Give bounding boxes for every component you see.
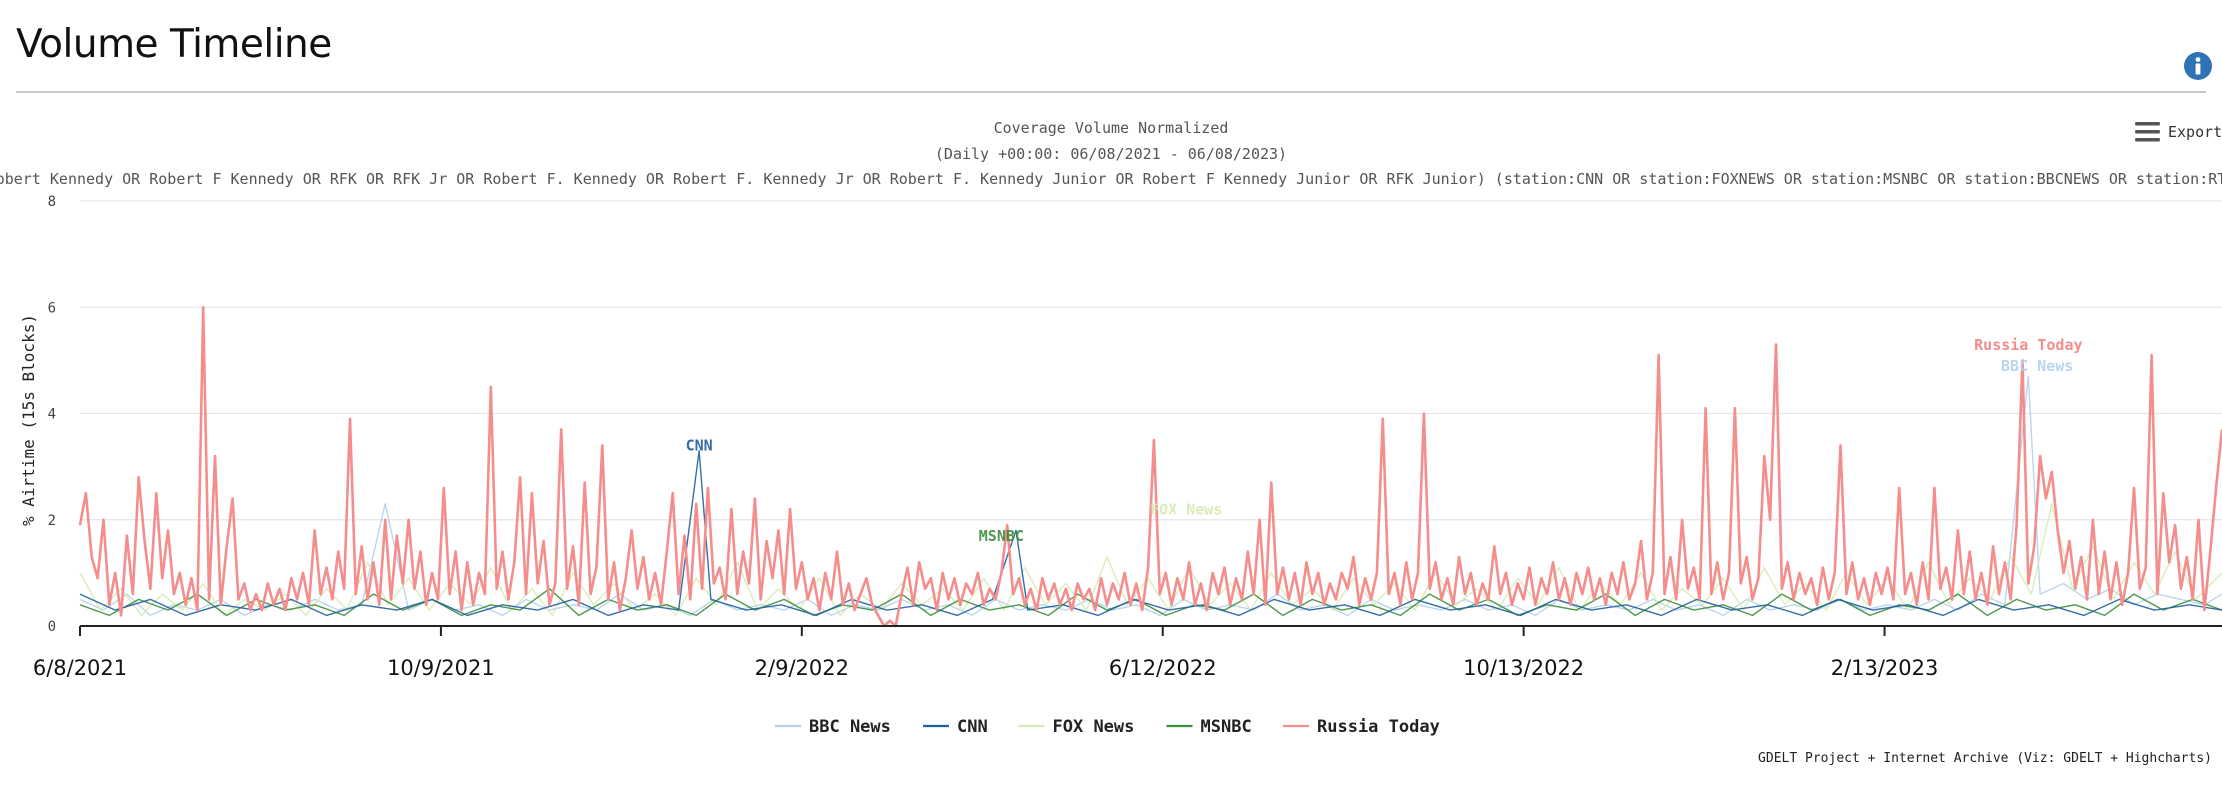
legend-label: MSNBC — [1201, 717, 1252, 737]
x-tick-label-1: 10/9/2021 — [387, 656, 495, 680]
y-tick-label-0: 0 — [48, 619, 56, 635]
legend-label: BBC News — [809, 717, 891, 737]
info-icon[interactable] — [2182, 50, 2214, 82]
grid-lines — [80, 200, 2222, 521]
series-label-bbc-news: BBC News — [2001, 357, 2073, 375]
legend-item-cnn[interactable]: CNN — [923, 717, 988, 737]
y-axis-ticks: 0 2 4 6 8 — [48, 194, 56, 635]
x-tick-label-5: 2/13/2023 — [1831, 656, 1939, 680]
x-tick-label-0: 6/8/2021 — [33, 656, 127, 680]
series-line-russia-today — [78, 306, 2222, 628]
series-lines — [78, 306, 2222, 628]
x-axis: 6/8/2021 10/9/2021 2/9/2022 6/12/2022 10/13/… — [33, 625, 2222, 680]
page-title: Volume Timeline — [16, 22, 332, 67]
title-divider — [16, 91, 2206, 93]
series-line-cnn — [79, 450, 2222, 617]
x-tick-label-4: 10/13/2022 — [1463, 656, 1584, 680]
legend-label: Russia Today — [1317, 717, 1440, 737]
y-tick-label-6: 6 — [48, 300, 56, 316]
legend-item-bbc-news[interactable]: BBC News — [775, 717, 891, 737]
legend-item-msnbc[interactable]: MSNBC — [1166, 717, 1252, 737]
chart-credits[interactable]: GDELT Project + Internet Archive (Viz: G… — [1758, 751, 2212, 766]
chart-title: Coverage Volume Normalized — [994, 119, 1229, 137]
y-axis-title: % Airtime (15s Blocks) — [19, 314, 38, 526]
series-annotations: CNN MSNBC FOX News Russia Today BBC News — [686, 336, 2083, 545]
series-label-fox-news: FOX News — [1150, 500, 1222, 518]
export-button[interactable]: Export — [2133, 119, 2222, 147]
series-label-msnbc: MSNBC — [979, 527, 1024, 545]
chart-subtitle-dates: (Daily +00:00: 06/08/2021 - 06/08/2023) — [935, 145, 1287, 163]
y-tick-label-4: 4 — [48, 407, 56, 423]
y-tick-label-2: 2 — [48, 513, 56, 529]
x-tick-label-3: 6/12/2022 — [1109, 656, 1217, 680]
series-label-cnn: CNN — [686, 437, 713, 455]
y-tick-label-8: 8 — [48, 194, 56, 210]
legend-label: FOX News — [1053, 717, 1135, 737]
legend-label: CNN — [957, 717, 988, 737]
legend-item-fox-news[interactable]: FOX News — [1018, 717, 1135, 737]
export-label: Export — [2168, 123, 2222, 141]
series-label-russia-today: Russia Today — [1974, 336, 2082, 354]
legend-item-russia-today[interactable]: Russia Today — [1283, 717, 1440, 737]
x-tick-label-2: 2/9/2022 — [755, 656, 849, 680]
hamburger-menu-icon — [2135, 122, 2160, 142]
legend: BBC News CNN FOX News MSNBC Russia Today — [775, 717, 1440, 737]
chart-subtitle-query: (Robert Kennedy OR Robert F Kennedy OR R… — [0, 170, 2222, 188]
